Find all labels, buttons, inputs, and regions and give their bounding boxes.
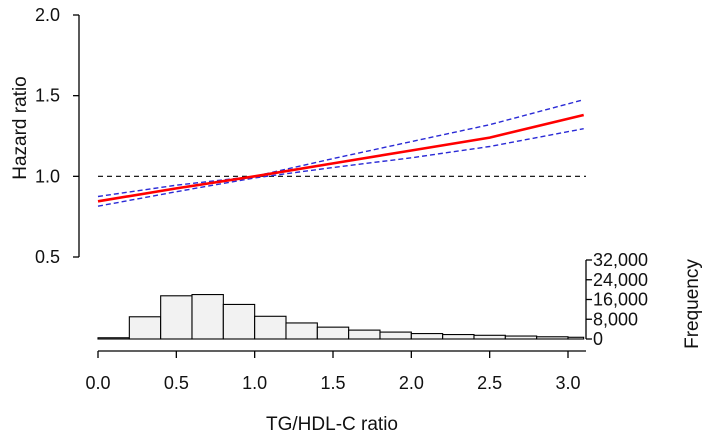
- histogram-bars: [97, 294, 585, 340]
- histogram-bar: [504, 335, 538, 340]
- frequency-tick-label: 8,000: [593, 309, 638, 329]
- histogram-bar: [160, 295, 193, 340]
- histogram-bar: [379, 331, 412, 340]
- histogram-bar: [536, 336, 569, 340]
- histogram-bar: [254, 315, 287, 340]
- x-axis-title: TG/HDL-C ratio: [266, 414, 398, 435]
- x-tick-label: 2.5: [477, 373, 502, 393]
- x-axis: 0.0 0.5 1.0 1.5 2.0 2.5 3.0: [85, 350, 586, 393]
- upper-ci-line: [97, 99, 584, 198]
- y-tick-label: 1.0: [35, 166, 60, 186]
- x-tick-label: 2.0: [399, 373, 424, 393]
- y-tick-label: 0.5: [35, 247, 60, 267]
- frequency-tick-label: 24,000: [593, 270, 648, 290]
- histogram-bar: [348, 329, 381, 340]
- x-tick-label: 0.0: [85, 373, 110, 393]
- hazard-ratio-y-axis: 0.5 1.0 1.5 2.0: [35, 5, 80, 267]
- hazard-ratio-curves: [97, 99, 586, 207]
- frequency-axis-title: Frequency: [682, 259, 703, 349]
- y-tick-label: 2.0: [35, 5, 60, 25]
- x-tick-label: 1.5: [320, 373, 345, 393]
- histogram-bar: [285, 322, 318, 340]
- histogram-bar: [97, 337, 130, 340]
- histogram-bar: [442, 334, 475, 340]
- histogram-bar: [316, 326, 350, 340]
- frequency-tick-label: 32,000: [593, 250, 648, 270]
- histogram-bar: [128, 316, 162, 340]
- y-axis-title: Hazard ratio: [10, 76, 31, 180]
- frequency-tick-label: 16,000: [593, 290, 648, 310]
- y-tick-label: 1.5: [35, 86, 60, 106]
- histogram-bar: [191, 294, 224, 340]
- hazard-ratio-line: [97, 113, 585, 203]
- histogram-bar: [410, 333, 444, 340]
- frequency-tick-label: 0: [593, 329, 603, 349]
- lower-ci-line: [97, 128, 584, 207]
- histogram-bar: [567, 336, 585, 340]
- x-tick-label: 3.0: [555, 373, 580, 393]
- histogram-bar: [222, 303, 256, 340]
- x-tick-label: 0.5: [164, 373, 189, 393]
- histogram-bar: [473, 334, 506, 340]
- x-tick-label: 1.0: [242, 373, 267, 393]
